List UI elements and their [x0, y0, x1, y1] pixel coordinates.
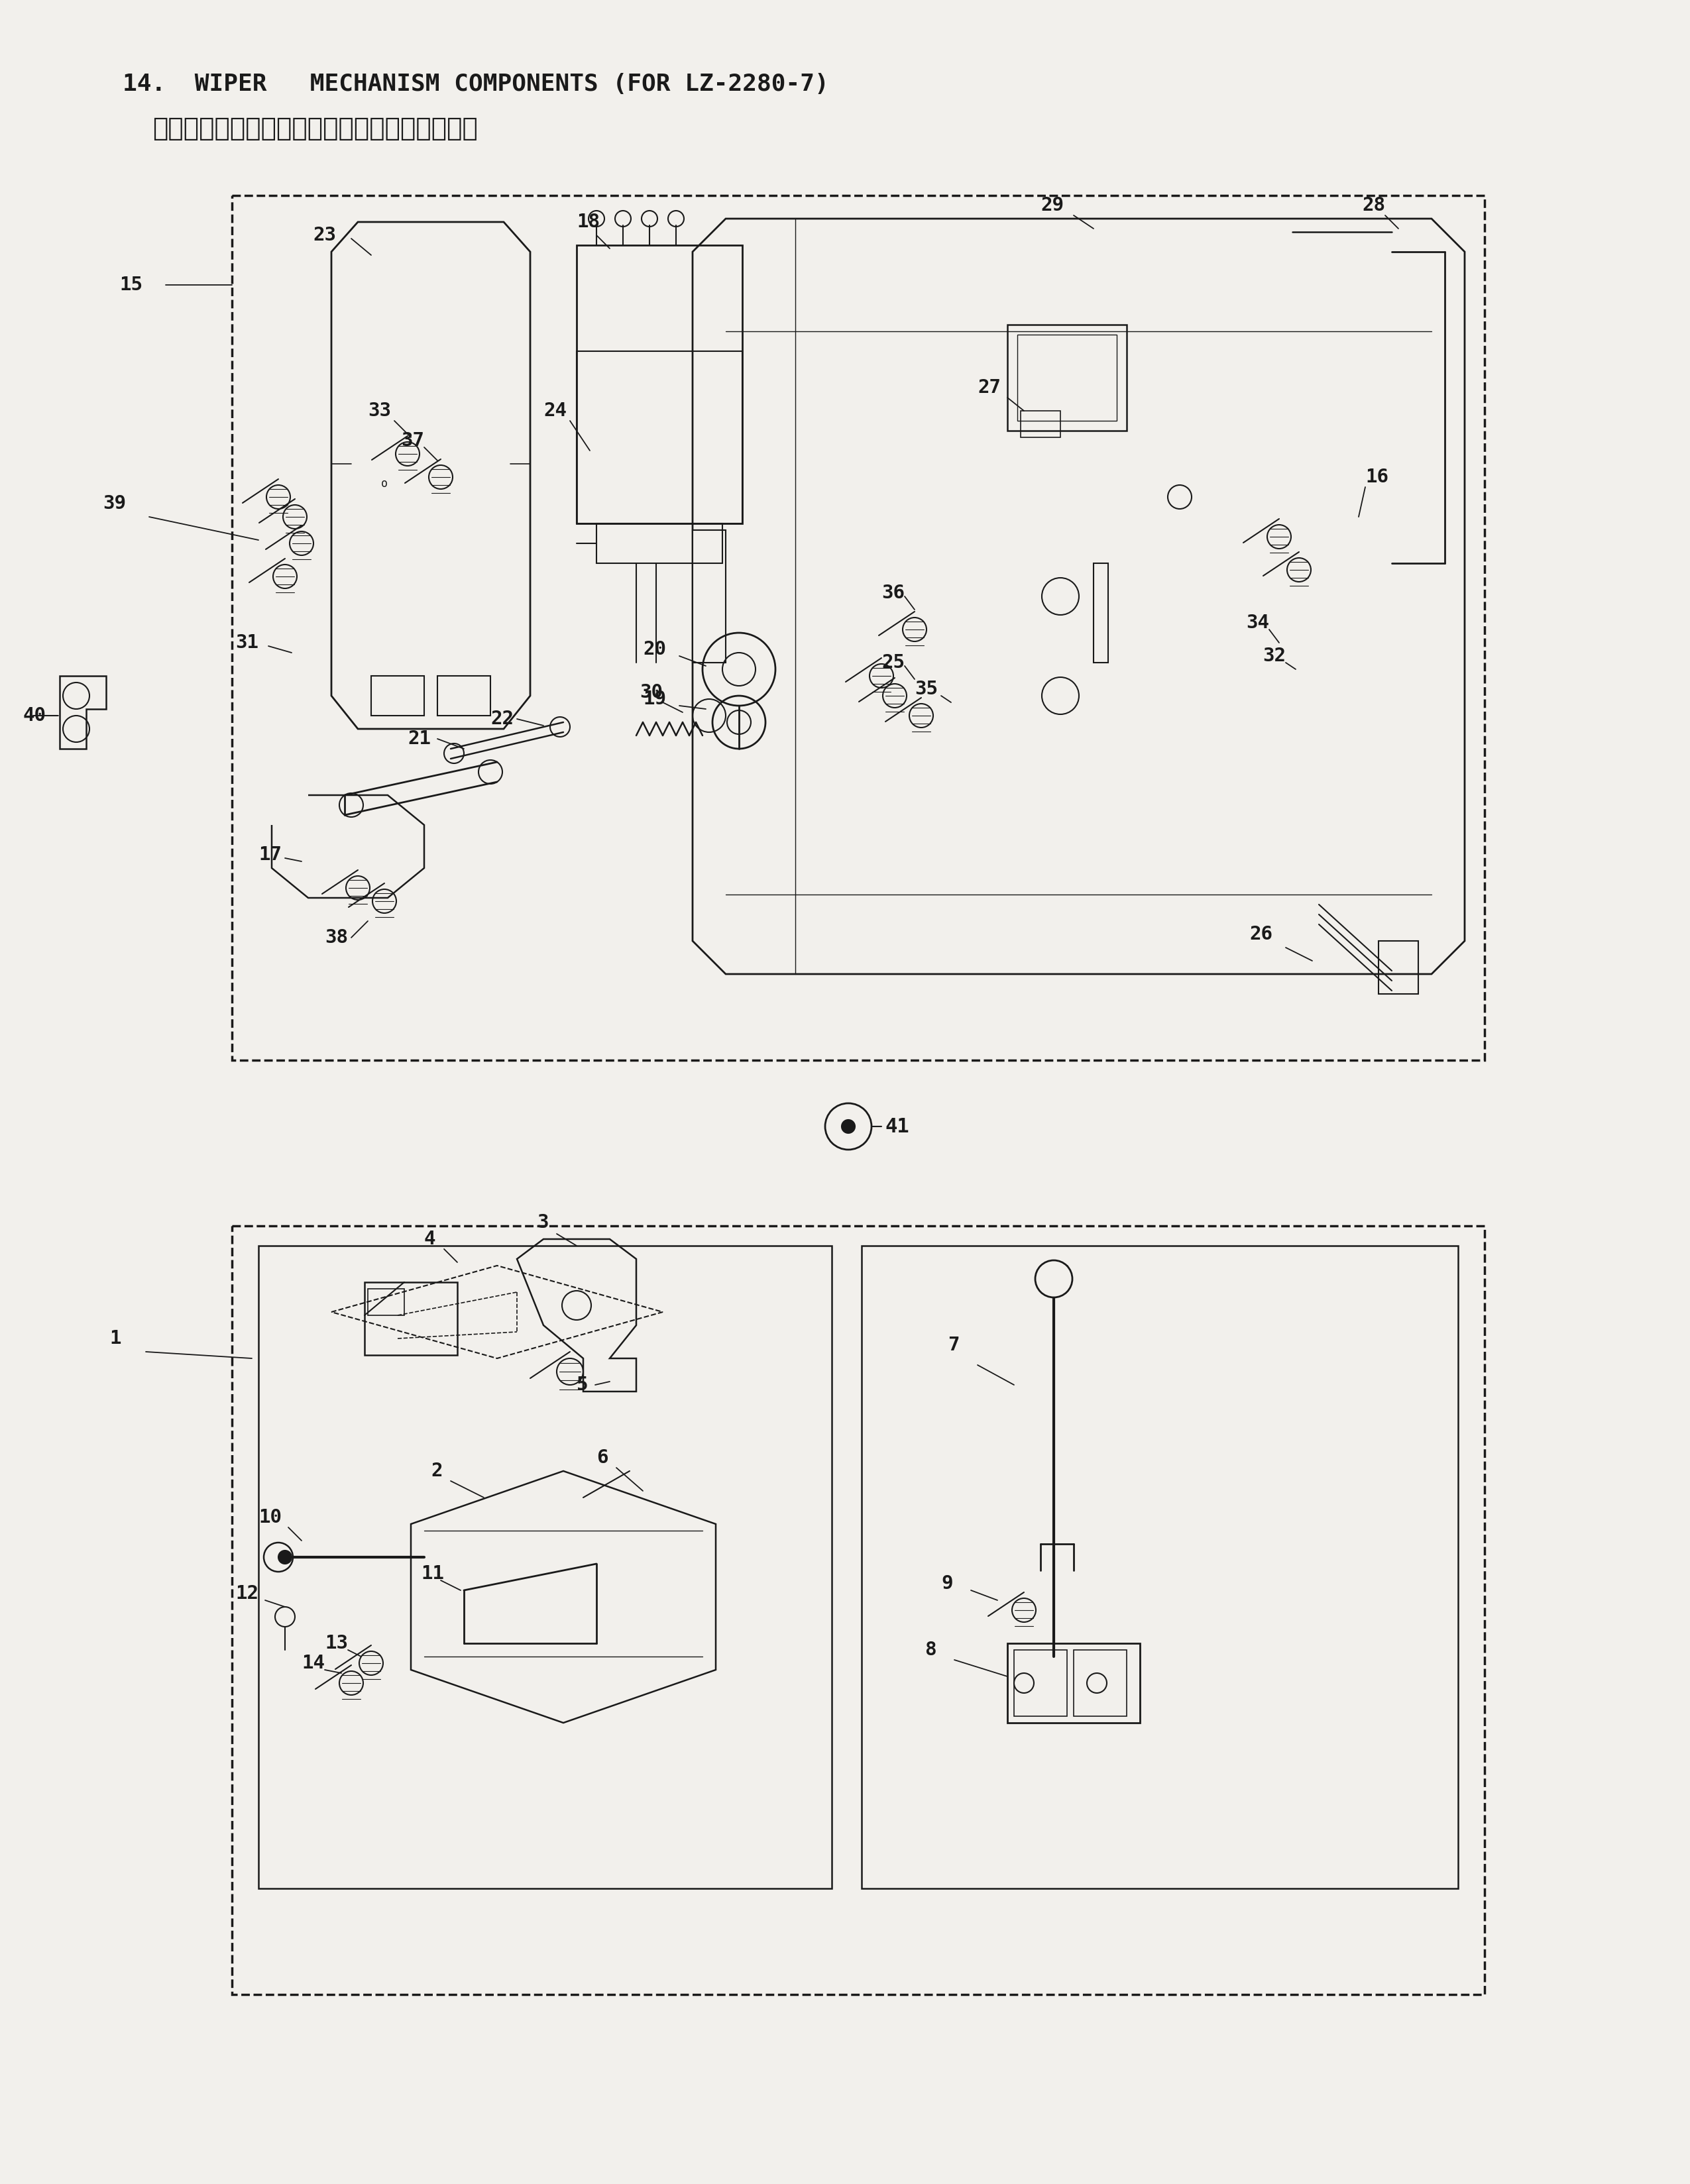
Bar	[368, 1289, 404, 1315]
Text: 40: 40	[24, 705, 46, 725]
Bar	[232, 1225, 1484, 1994]
Text: 38: 38	[324, 928, 348, 948]
Bar	[1073, 1649, 1127, 1717]
Bar	[576, 245, 742, 524]
Text: 6: 6	[597, 1448, 608, 1468]
Text: 1: 1	[110, 1330, 122, 1348]
Text: 23: 23	[313, 225, 336, 245]
Text: 32: 32	[1262, 646, 1286, 666]
Text: 29: 29	[1041, 197, 1063, 214]
Text: 25: 25	[882, 653, 904, 673]
Text: 16: 16	[1366, 467, 1389, 487]
Bar	[1017, 334, 1117, 422]
Text: 34: 34	[1246, 614, 1269, 631]
Bar	[576, 352, 742, 524]
Text: o: o	[380, 478, 387, 489]
Text: 35: 35	[914, 679, 938, 699]
Text: 7: 7	[948, 1337, 960, 1354]
Bar	[365, 1282, 458, 1354]
Circle shape	[1036, 1260, 1073, 1297]
Text: 14: 14	[301, 1653, 324, 1673]
Bar	[862, 1245, 1458, 1889]
Circle shape	[842, 1120, 855, 1133]
Text: 8: 8	[924, 1640, 936, 1660]
Bar	[372, 675, 424, 716]
Bar	[232, 197, 1484, 1059]
Text: 31: 31	[235, 633, 259, 653]
Text: 17: 17	[259, 845, 282, 865]
Text: 19: 19	[642, 690, 666, 708]
Text: 41: 41	[886, 1116, 909, 1136]
Text: 26: 26	[1249, 926, 1273, 943]
Text: 11: 11	[421, 1564, 444, 1583]
Bar	[1007, 1642, 1141, 1723]
Text: 18: 18	[576, 212, 600, 232]
Text: 27: 27	[977, 378, 1000, 397]
Text: 39: 39	[103, 494, 127, 513]
Text: 13: 13	[324, 1634, 348, 1653]
Text: 37: 37	[401, 432, 424, 450]
Bar	[259, 1245, 831, 1889]
Bar	[1379, 941, 1418, 994]
Bar	[438, 675, 490, 716]
Text: 5: 5	[576, 1376, 588, 1393]
Text: 33: 33	[368, 402, 390, 419]
Text: 3: 3	[537, 1214, 549, 1232]
Text: 36: 36	[882, 583, 904, 603]
Text: 20: 20	[642, 640, 666, 660]
Text: ワイパー関係（ＬＸ－２２８０－７専用部品）: ワイパー関係（ＬＸ－２２８０－７専用部品）	[152, 116, 478, 142]
Bar	[1007, 325, 1127, 430]
Circle shape	[279, 1551, 292, 1564]
Text: 24: 24	[544, 402, 566, 419]
Text: 14.  WIPER   MECHANISM COMPONENTS (FOR LZ-2280-7): 14. WIPER MECHANISM COMPONENTS (FOR LZ-2…	[123, 72, 828, 96]
Bar	[597, 524, 722, 563]
Text: 10: 10	[259, 1509, 282, 1527]
Text: 28: 28	[1362, 197, 1386, 214]
Text: 21: 21	[407, 729, 431, 749]
Bar	[1021, 411, 1060, 437]
Bar	[693, 531, 725, 662]
Text: 22: 22	[490, 710, 514, 727]
Text: 9: 9	[941, 1575, 953, 1592]
Text: 15: 15	[120, 275, 142, 295]
Text: 12: 12	[235, 1583, 259, 1603]
Text: 2: 2	[431, 1461, 443, 1481]
Bar	[1014, 1649, 1066, 1717]
Bar	[1093, 563, 1109, 662]
Text: 4: 4	[424, 1230, 436, 1249]
Text: 30: 30	[639, 684, 662, 701]
